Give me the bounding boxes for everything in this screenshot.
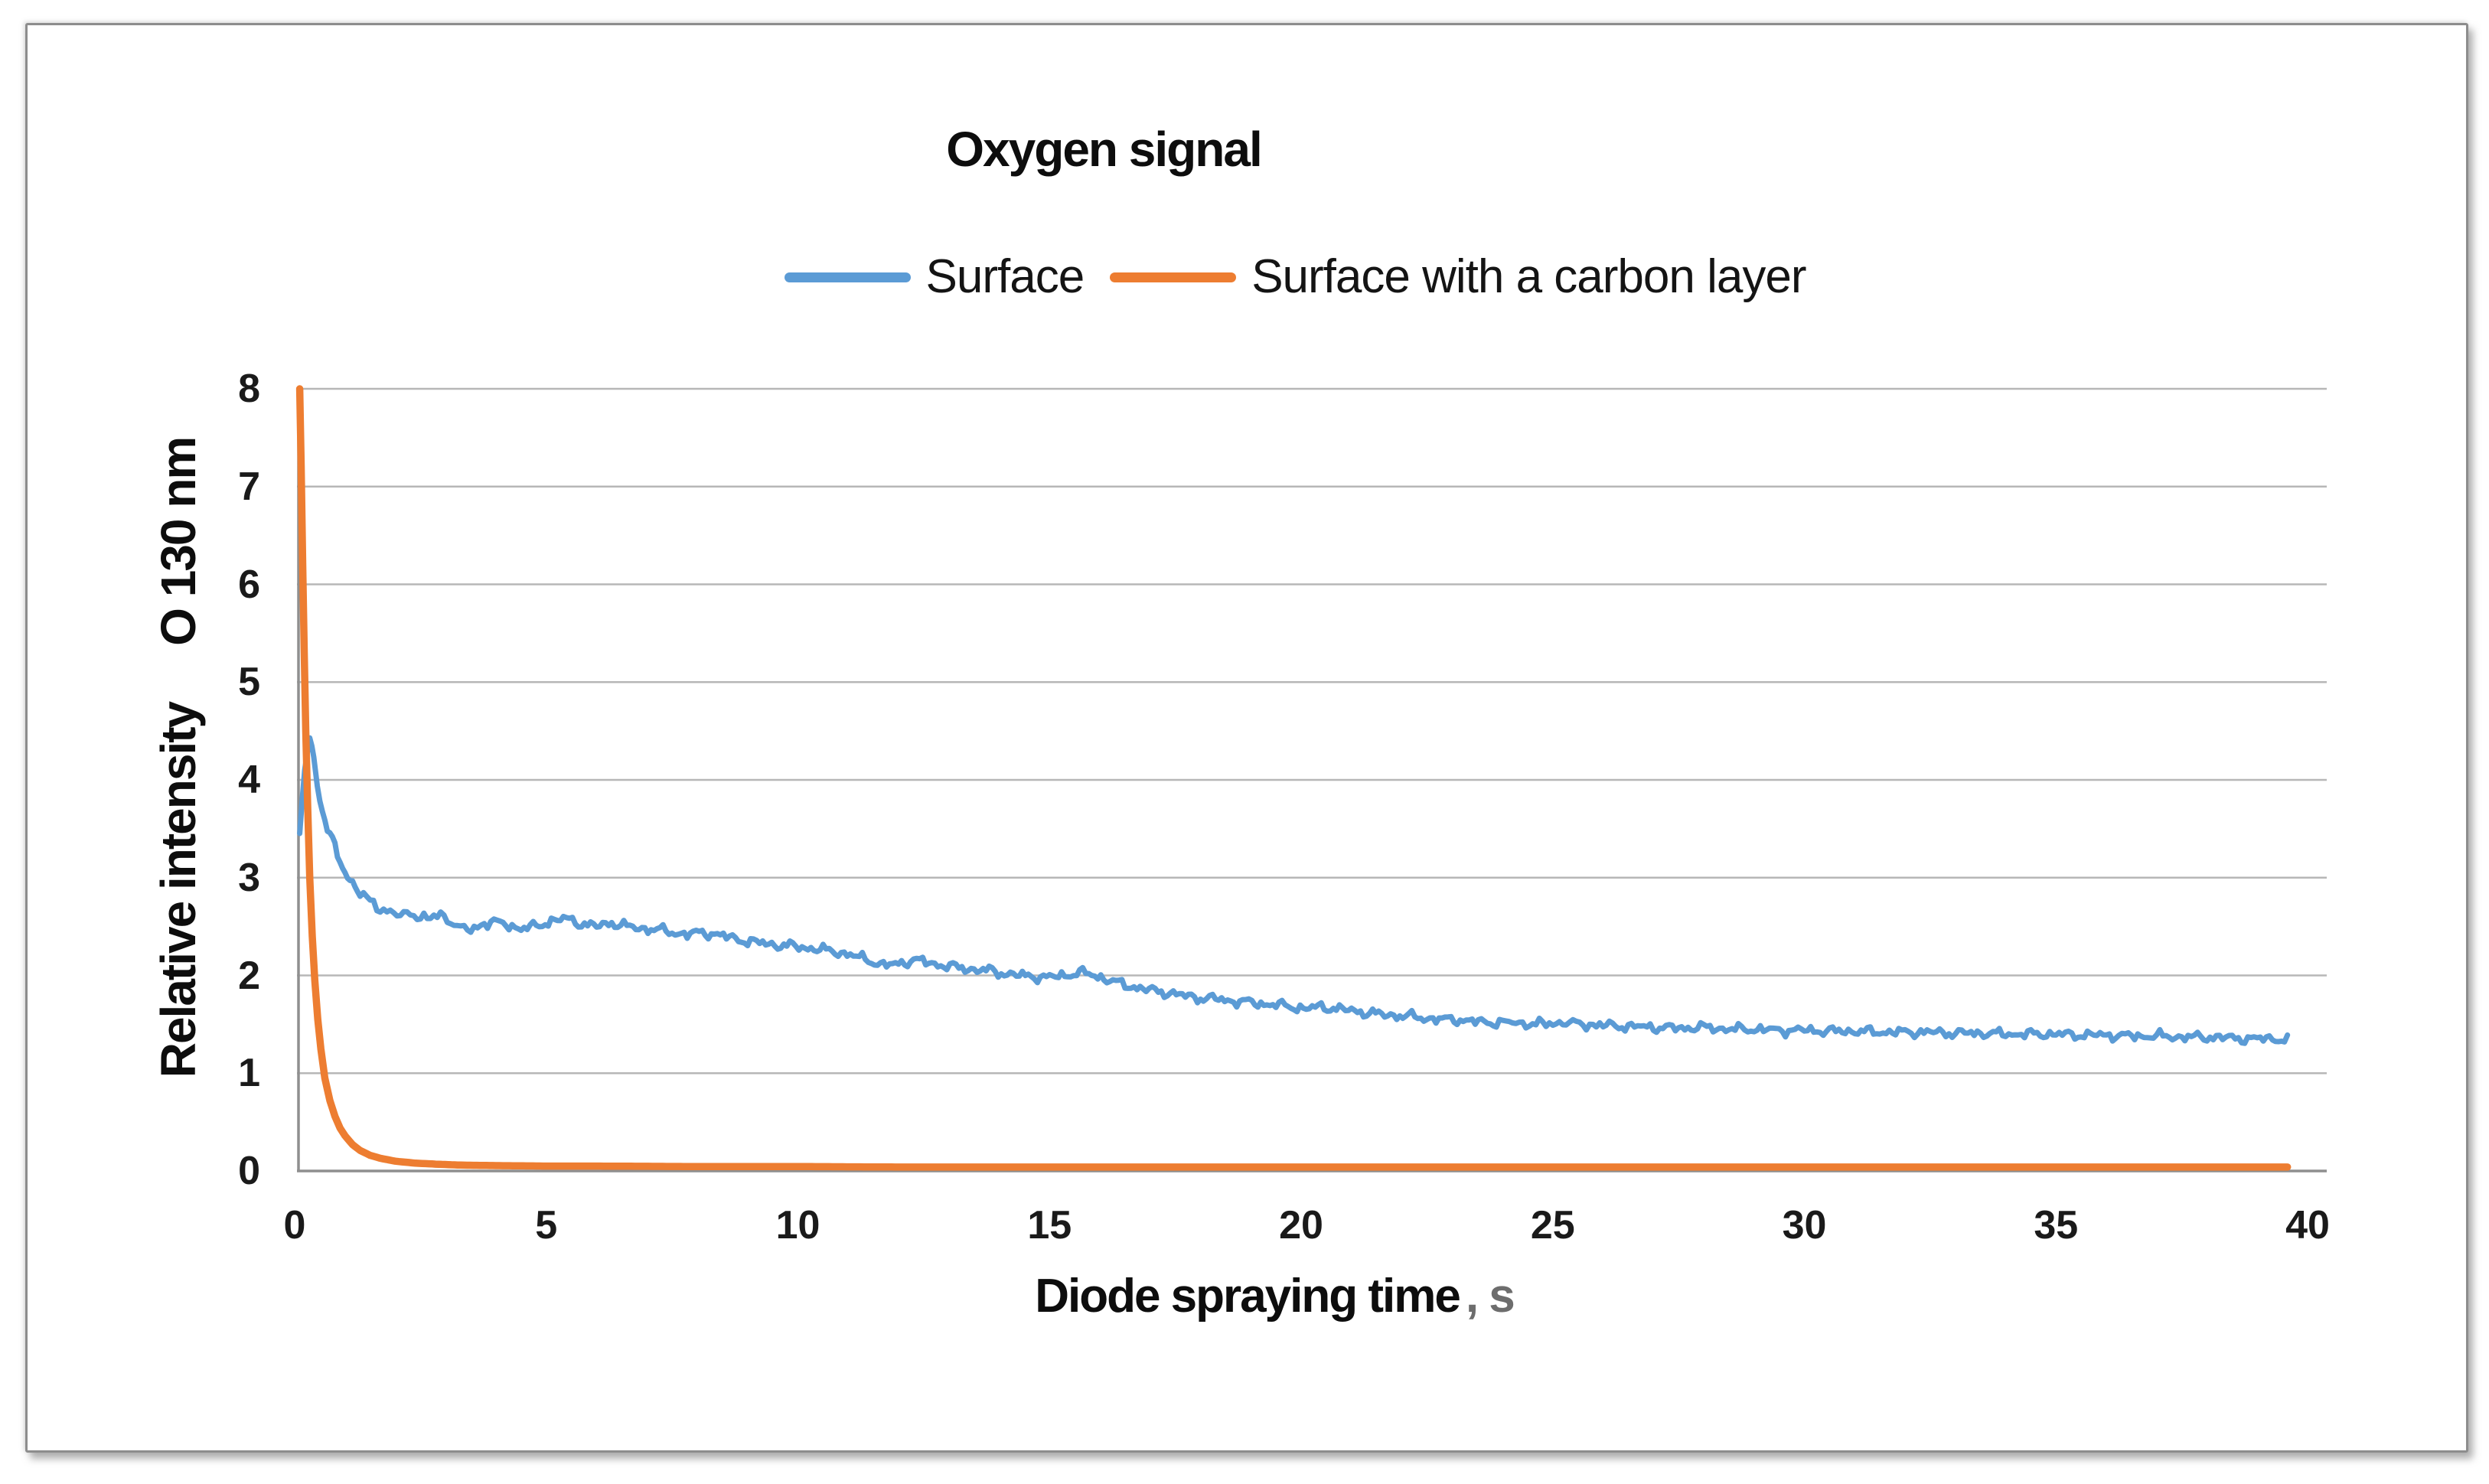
legend-label-surface: Surface — [925, 250, 1085, 303]
legend-item-carbon-layer: Surface with a carbon layer — [1110, 246, 1806, 308]
series-line-0 — [297, 735, 2291, 1046]
legend-label-carbon-layer: Surface with a carbon layer — [1251, 250, 1806, 303]
y-axis-label-main: Relative intensity — [151, 702, 206, 1078]
y-axis-label-unit: O 130 nm — [151, 437, 206, 646]
series-line-1 — [295, 385, 2292, 1171]
y-axis-label: Relative intensity O 130 nm — [146, 394, 210, 1121]
x-axis-label-main: Diode spraying time — [1035, 1270, 1461, 1323]
legend-swatch-carbon-layer — [1110, 272, 1237, 282]
legend: Surface Surface with a carbon layer — [530, 246, 2060, 308]
x-axis-label-unit: , s — [1465, 1270, 1515, 1323]
legend-swatch-surface — [784, 272, 911, 282]
figure-frame — [25, 23, 2468, 1453]
x-axis-label: Diode spraying time, s — [509, 1264, 2040, 1329]
legend-item-surface: Surface — [784, 246, 1085, 308]
chart-title: Oxygen signal — [946, 122, 1262, 177]
